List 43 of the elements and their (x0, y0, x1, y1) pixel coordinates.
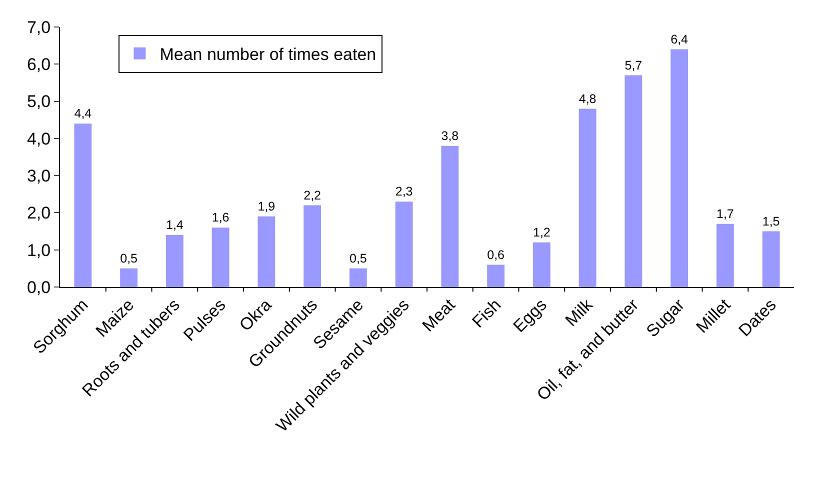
y-tick-label: 7,0 (26, 18, 51, 37)
bar (212, 228, 230, 287)
y-tick-label: 0,0 (26, 278, 51, 297)
bar (762, 231, 780, 287)
legend-label: Mean number of times eaten (160, 44, 376, 64)
bar (258, 216, 276, 287)
bar (624, 75, 642, 287)
bar (441, 146, 459, 287)
bar (532, 242, 550, 287)
bar (716, 224, 734, 287)
y-tick-label: 3,0 (26, 166, 51, 186)
data-label: 1,2 (532, 225, 550, 240)
data-label: 0,5 (349, 251, 367, 266)
data-label: 6,4 (670, 32, 688, 46)
data-label: 2,2 (304, 188, 322, 202)
bar (166, 235, 184, 287)
bar (120, 268, 138, 287)
y-tick-label: 4,0 (26, 129, 51, 148)
bar (487, 264, 505, 287)
data-label: 1,9 (258, 199, 276, 214)
x-tick-label: Milk (562, 294, 597, 330)
data-label: 4,4 (74, 106, 92, 121)
data-label: 1,6 (212, 210, 230, 225)
data-label: 0,5 (120, 251, 138, 266)
bar (395, 202, 413, 287)
data-label: 1,4 (166, 218, 184, 232)
bar (349, 268, 367, 287)
y-tick-label: 6,0 (26, 55, 51, 74)
bar (670, 49, 688, 287)
data-label: 1,5 (762, 214, 780, 228)
x-tick-label: Fish (468, 295, 505, 332)
data-label: 1,7 (716, 206, 734, 221)
data-label: 3,8 (441, 128, 459, 143)
y-tick-label: 2,0 (26, 204, 51, 223)
bar (578, 108, 596, 287)
y-tick-label: 5,0 (26, 92, 51, 112)
data-label: 0,6 (487, 248, 505, 262)
bar (74, 124, 92, 287)
y-tick-label: 1,0 (26, 240, 51, 260)
data-label: 4,8 (578, 92, 596, 106)
data-label: 2,3 (395, 184, 413, 199)
data-label: 5,7 (624, 58, 642, 72)
bar (304, 205, 322, 287)
